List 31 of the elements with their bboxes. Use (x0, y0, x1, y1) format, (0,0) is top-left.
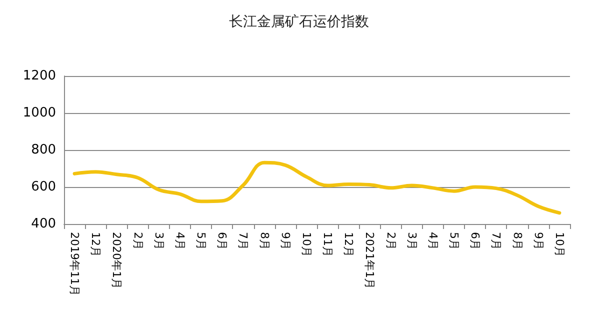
y-tick-label: 1000 (22, 106, 56, 120)
x-tick-label: 2月 (131, 232, 144, 250)
x-tick-label: 7月 (236, 232, 250, 250)
line-series (72, 160, 562, 215)
x-tick-label: 6月 (216, 232, 229, 250)
x-tick-label: 3月 (405, 232, 418, 250)
x-tick-label: 9月 (278, 232, 292, 250)
x-tick-label: 10月 (552, 232, 566, 257)
y-tick-label: 400 (31, 216, 56, 232)
x-tick-label: 2020年1月 (110, 232, 124, 289)
x-tick-label: 3月 (152, 232, 166, 250)
x-tick-label: 12月 (342, 232, 356, 257)
y-tick-label: 1200 (22, 68, 56, 84)
y-tick-label: 600 (31, 180, 56, 194)
chart-title: 长江金属矿石运价指数 (229, 14, 369, 30)
x-tick-label: 12月 (89, 232, 102, 257)
x-tick-label: 4月 (173, 232, 186, 250)
x-tick-label: 5月 (448, 232, 461, 250)
x-tick-label: 11月 (321, 232, 334, 257)
x-tick-label: 2月 (384, 232, 398, 250)
y-tick-label: 800 (31, 142, 56, 158)
x-tick-label: 7月 (490, 232, 503, 250)
x-tick-label: 8月 (258, 232, 271, 250)
x-tick-label: 4月 (426, 232, 440, 250)
x-tick-label: 10月 (300, 232, 313, 257)
x-tick-label: 6月 (468, 232, 482, 250)
x-tick-label: 2019年11月 (68, 232, 82, 296)
x-tick-label: 9月 (532, 232, 545, 250)
x-tick-label: 2021年1月 (363, 232, 376, 289)
x-tick-label: 8月 (510, 232, 524, 250)
x-tick-label: 5月 (194, 232, 208, 250)
